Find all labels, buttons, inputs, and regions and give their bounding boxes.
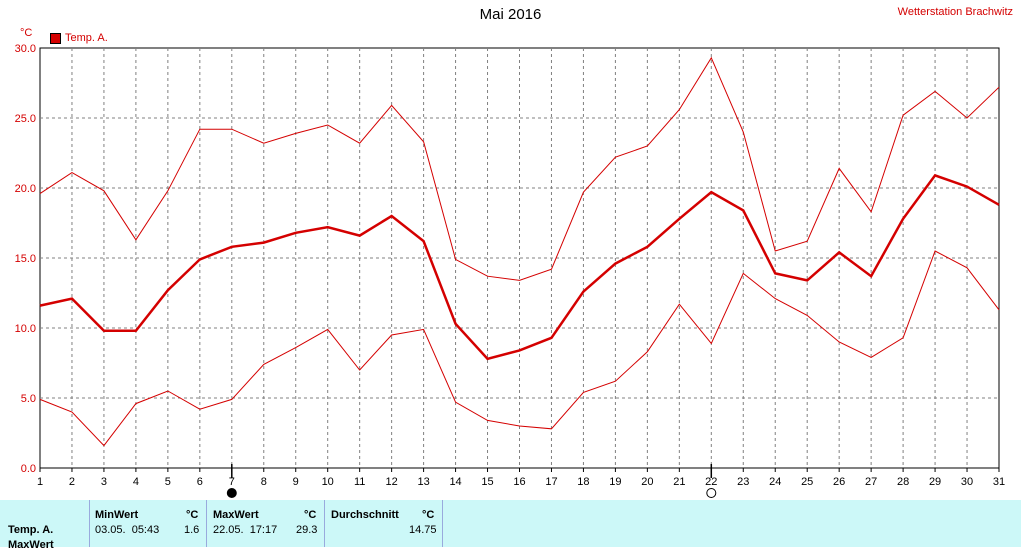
series-line-min [39, 250, 1000, 447]
x-tick-label: 12 [386, 476, 398, 488]
station-name: Wetterstation Brachwitz [897, 6, 1013, 18]
x-tick-label: 18 [577, 476, 589, 488]
max-header: MaxWert [213, 509, 259, 521]
series-line-max [39, 56, 1000, 281]
max-unit: °C [304, 509, 317, 521]
x-tick-label: 29 [929, 476, 941, 488]
stats-row-label: Temp. A. [8, 524, 54, 536]
series-group [39, 56, 1000, 447]
x-tick-label: 8 [261, 476, 267, 488]
legend: Temp. A. [50, 32, 108, 44]
x-tick-label: 14 [449, 476, 461, 488]
x-tick-label: 24 [769, 476, 781, 488]
max-datetime: 22.05. 17:17 [213, 524, 278, 536]
x-tick-label: 11 [354, 476, 365, 488]
legend-swatch [50, 32, 61, 44]
x-tick-label: 7 [229, 476, 235, 488]
x-tick-label: 3 [101, 476, 107, 488]
x-tick-label: 22 [705, 476, 717, 488]
avg-value: 14.75 [409, 524, 437, 536]
max-value: 29.3 [296, 524, 318, 536]
x-tick-label: 25 [801, 476, 813, 488]
stats-table: Temp. A. MaxWert MinWert °C 03.05. 05:43… [0, 500, 1021, 551]
y-tick-label: 5.0 [21, 393, 36, 405]
x-tick-label: 17 [545, 476, 557, 488]
marker-hollow-circle [706, 488, 717, 498]
x-tick-label: 20 [641, 476, 653, 488]
y-tick-label: 30.0 [15, 43, 36, 55]
stats-row-label-2: MaxWert [8, 539, 54, 551]
max-column: MaxWert °C 22.05. 17:17 29.3 [206, 500, 324, 547]
y-tick-label: 25.0 [15, 113, 36, 125]
legend-label: Temp. A. [65, 32, 108, 44]
x-tick-label: 6 [197, 476, 203, 488]
x-tick-label: 30 [961, 476, 973, 488]
x-tick-label: 15 [481, 476, 493, 488]
y-tick-label: 20.0 [15, 183, 36, 195]
x-axis: 1 2 3 4 5 6 7 8 9 10 11 12 13 14 15 16 17 18 19 20 21 22 23 24 2… [37, 468, 1005, 488]
y-tick-label: 15.0 [15, 253, 36, 265]
x-tick-label: 5 [165, 476, 171, 488]
x-tick-label: 31 [993, 476, 1005, 488]
chart-title: Mai 2016 [479, 6, 542, 23]
avg-column: Durchschnitt °C 14.75 [324, 500, 443, 547]
y-axis-unit: °C [20, 27, 33, 39]
x-tick-label: 10 [322, 476, 334, 488]
temperature-chart: 0.05.010.015.020.025.030.0 1 2 3 4 5 6 7 8 9 10 11… [15, 43, 1005, 498]
x-tick-label: 27 [865, 476, 877, 488]
x-tick-label: 28 [897, 476, 909, 488]
x-tick-label: 13 [417, 476, 429, 488]
x-tick-label: 9 [293, 476, 299, 488]
day-markers [226, 464, 717, 498]
min-unit: °C [186, 509, 199, 521]
avg-unit: °C [422, 509, 435, 521]
x-tick-label: 23 [737, 476, 749, 488]
y-tick-label: 10.0 [15, 323, 36, 335]
min-column: MinWert °C 03.05. 05:43 1.6 [89, 500, 206, 547]
x-tick-label: 26 [833, 476, 845, 488]
x-tick-label: 4 [133, 476, 139, 488]
grid [40, 48, 999, 468]
x-tick-label: 1 [37, 476, 43, 488]
min-header: MinWert [95, 509, 139, 521]
series-line-mean [39, 173, 1000, 361]
y-tick-label: 0.0 [21, 463, 36, 475]
avg-header: Durchschnitt [331, 509, 399, 521]
x-tick-label: 19 [609, 476, 621, 488]
min-datetime: 03.05. 05:43 [95, 524, 160, 536]
min-value: 1.6 [184, 524, 200, 536]
x-tick-label: 16 [513, 476, 525, 488]
x-tick-label: 21 [673, 476, 685, 488]
y-axis: 0.0 5.0 10.0 15.0 20.0 25.0 30.0 [15, 43, 36, 475]
marker-filled-circle [226, 488, 237, 498]
x-tick-label: 2 [69, 476, 75, 488]
